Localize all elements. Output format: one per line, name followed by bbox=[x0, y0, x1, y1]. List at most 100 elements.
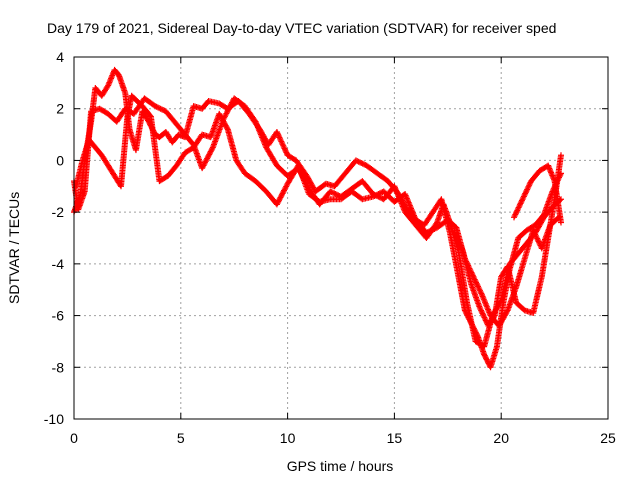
data-point bbox=[533, 234, 540, 241]
data-point bbox=[558, 152, 565, 159]
x-tick-label: 15 bbox=[387, 430, 403, 446]
data-point bbox=[356, 159, 363, 166]
data-point bbox=[478, 308, 485, 315]
data-point bbox=[278, 138, 285, 145]
data-point bbox=[513, 208, 520, 215]
data-point bbox=[275, 133, 282, 140]
data-point bbox=[275, 131, 282, 138]
axis-ticks: 0 5 10 15 20 25 -10 -8 -6 -4 -2 0 2 4 bbox=[44, 49, 616, 446]
data-point bbox=[279, 141, 286, 148]
x-axis-label: GPS time / hours bbox=[286, 458, 394, 474]
data-point bbox=[355, 158, 362, 165]
data-point bbox=[476, 286, 483, 293]
y-tick-label: -8 bbox=[52, 359, 65, 375]
data-point bbox=[512, 210, 519, 217]
data-point bbox=[518, 197, 525, 204]
data-point bbox=[530, 227, 537, 234]
data-point bbox=[511, 214, 518, 221]
data-point bbox=[516, 203, 523, 210]
data-point bbox=[375, 191, 382, 198]
data-point bbox=[482, 317, 489, 324]
data-point bbox=[480, 313, 487, 320]
data-point bbox=[153, 103, 160, 110]
y-tick-label: 2 bbox=[56, 101, 64, 117]
data-point bbox=[524, 186, 531, 193]
data-point bbox=[477, 287, 484, 294]
data-point bbox=[532, 231, 539, 238]
data-point bbox=[503, 308, 510, 315]
data-point bbox=[519, 196, 526, 203]
data-point bbox=[453, 234, 460, 241]
data-point bbox=[522, 189, 529, 196]
data-point bbox=[481, 314, 488, 321]
data-points bbox=[71, 66, 565, 371]
data-point bbox=[517, 200, 524, 207]
x-tick-label: 0 bbox=[70, 430, 78, 446]
data-point bbox=[427, 227, 434, 234]
data-point bbox=[273, 128, 280, 135]
data-point bbox=[452, 232, 459, 239]
data-point bbox=[474, 282, 481, 289]
data-point bbox=[535, 238, 542, 245]
data-point bbox=[520, 193, 527, 200]
x-tick-label: 10 bbox=[280, 430, 296, 446]
data-point bbox=[156, 105, 163, 112]
data-point bbox=[530, 228, 537, 235]
plot-frame bbox=[73, 56, 609, 420]
y-tick-label: -6 bbox=[52, 308, 65, 324]
data-point bbox=[514, 205, 521, 212]
data-point bbox=[281, 145, 288, 152]
data-point bbox=[532, 232, 539, 239]
data-point bbox=[482, 315, 489, 322]
data-point bbox=[480, 311, 487, 318]
y-tick-label: 0 bbox=[56, 152, 64, 168]
data-point bbox=[152, 103, 159, 110]
data-point bbox=[224, 125, 231, 132]
data-point bbox=[371, 192, 378, 199]
data-point bbox=[455, 239, 462, 246]
data-point bbox=[274, 130, 281, 137]
data-point bbox=[370, 193, 377, 200]
data-point bbox=[428, 227, 435, 234]
data-point bbox=[525, 183, 532, 190]
data-point bbox=[478, 290, 485, 297]
data-point bbox=[518, 198, 525, 205]
data-point bbox=[431, 225, 438, 232]
y-tick-label: -4 bbox=[52, 256, 65, 272]
data-point bbox=[280, 142, 287, 149]
data-point bbox=[423, 229, 430, 236]
data-point bbox=[359, 160, 366, 167]
data-point bbox=[456, 240, 463, 247]
data-point bbox=[558, 219, 565, 226]
data-point bbox=[426, 228, 433, 235]
data-point bbox=[282, 148, 289, 155]
data-point bbox=[534, 235, 541, 242]
data-point bbox=[459, 246, 466, 253]
data-point bbox=[376, 190, 383, 197]
data-point bbox=[523, 187, 530, 194]
data-point bbox=[514, 207, 521, 214]
data-point bbox=[277, 135, 284, 142]
data-point bbox=[522, 190, 529, 197]
data-point bbox=[354, 158, 361, 165]
data-point bbox=[476, 304, 483, 311]
data-point bbox=[327, 188, 334, 195]
data-point bbox=[453, 235, 460, 242]
data-point bbox=[430, 226, 437, 233]
data-point bbox=[526, 180, 533, 187]
chart-title: Day 179 of 2021, Sidereal Day-to-day VTE… bbox=[47, 20, 557, 36]
x-tick-label: 20 bbox=[493, 430, 509, 446]
data-point bbox=[451, 231, 458, 238]
data-point bbox=[473, 280, 480, 287]
data-point bbox=[328, 189, 335, 196]
data-point bbox=[454, 236, 461, 243]
data-point bbox=[515, 204, 522, 211]
data-point bbox=[277, 137, 284, 144]
data-point bbox=[146, 112, 153, 119]
data-point bbox=[531, 230, 538, 237]
data-point bbox=[516, 201, 523, 208]
data-point bbox=[157, 105, 164, 112]
data-point bbox=[534, 236, 541, 243]
data-point bbox=[526, 182, 533, 189]
